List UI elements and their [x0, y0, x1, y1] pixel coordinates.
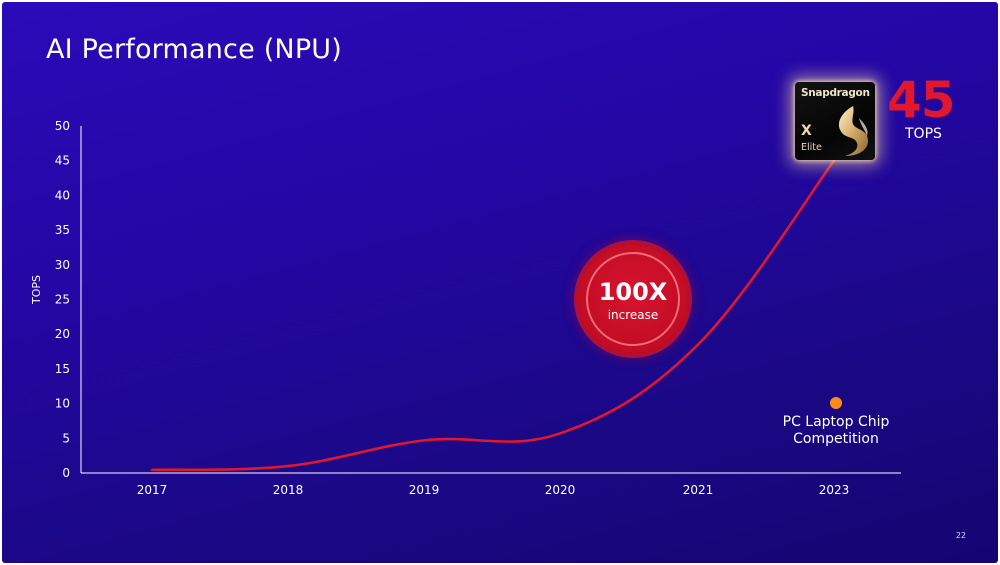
endpoint-value-label: 45 — [887, 71, 956, 129]
y-axis-label: TOPS — [30, 275, 43, 305]
y-tick-label: 45 — [55, 154, 70, 168]
series-line — [150, 159, 836, 472]
chip-brand-label: Snapdragon — [801, 87, 870, 99]
competition-label-line-1: PC Laptop Chip — [782, 414, 890, 430]
y-tick-label: 50 — [55, 119, 70, 133]
y-tick-label: 40 — [55, 188, 70, 202]
competition-label-line-2: Competition — [793, 431, 879, 447]
x-tick-label: 2021 — [683, 483, 714, 497]
competition-label: PC Laptop Chip Competition — [766, 414, 906, 448]
x-tick-labels: 2017 2018 2019 2020 2021 2023 — [137, 483, 850, 497]
y-tick-label: 20 — [55, 327, 70, 341]
x-tick-label: 2017 — [137, 483, 168, 497]
snapdragon-flame-icon — [838, 106, 869, 156]
y-tick-label: 30 — [55, 258, 70, 272]
page-title: AI Performance (NPU) — [46, 34, 343, 65]
y-tick-label: 0 — [62, 466, 70, 480]
y-tick-label: 25 — [55, 293, 70, 307]
y-tick-label: 35 — [55, 223, 70, 237]
badge-ring — [586, 252, 680, 346]
snapdragon-x-elite-chip: Snapdragon X Elite — [795, 82, 875, 160]
y-tick-label: 15 — [55, 362, 70, 376]
x-tick-label: 2020 — [545, 483, 576, 497]
x-tick-label: 2023 — [819, 483, 850, 497]
page-number: 22 — [955, 531, 966, 540]
chip-model-label: X — [801, 123, 812, 139]
chip-tier-label: Elite — [801, 142, 822, 153]
badge-caption: increase — [607, 308, 659, 322]
x-tick-label: 2019 — [409, 483, 440, 497]
x-tick-label: 2018 — [273, 483, 304, 497]
endpoint-unit-label: TOPS — [905, 126, 942, 142]
increase-badge: 100X increase — [579, 245, 687, 353]
y-tick-label: 10 — [55, 397, 70, 411]
y-tick-label: 5 — [62, 431, 70, 445]
badge-value: 100X — [598, 278, 668, 306]
competition-point — [830, 397, 842, 409]
y-tick-labels: 0 5 10 15 20 25 30 35 40 45 50 — [55, 119, 70, 480]
